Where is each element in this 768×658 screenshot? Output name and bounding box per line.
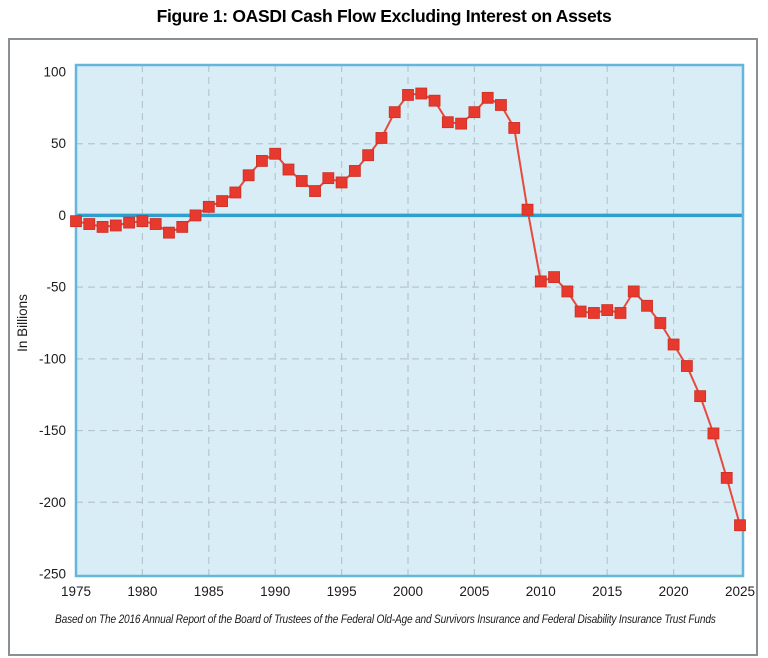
data-point-marker	[388, 106, 401, 119]
oasdi-cash-flow-chart: 100 50 0 -50 -100 -150 -200 -250 1975 1980 1985 199…	[15, 63, 755, 599]
x-tick-label: 2025	[725, 584, 755, 599]
data-point-marker	[136, 215, 149, 228]
data-point-marker	[163, 226, 175, 239]
data-point-marker	[614, 307, 627, 319]
figure-title: Figure 1: OASDI Cash Flow Excluding Inte…	[156, 6, 612, 26]
data-point-marker	[309, 185, 321, 197]
x-tick-label: 1985	[194, 584, 224, 599]
data-point-marker	[149, 218, 162, 230]
x-tick-label: 1980	[127, 584, 157, 599]
data-point-marker	[295, 175, 308, 187]
data-point-marker	[96, 221, 109, 233]
chart-figure-box: 100 50 0 -50 -100 -150 -200 -250 1975 1980 1985 199…	[8, 38, 758, 656]
data-point-marker	[348, 165, 361, 177]
data-point-marker	[109, 219, 122, 232]
data-point-marker	[734, 519, 746, 532]
data-point-marker	[242, 169, 255, 182]
x-tick-label: 2000	[393, 584, 423, 599]
chart-source-caption: Based on The 2016 Annual Report of the B…	[55, 614, 716, 626]
data-point-marker	[189, 209, 202, 222]
data-point-marker	[667, 338, 680, 351]
plot-border	[74, 63, 745, 578]
data-point-marker	[70, 215, 82, 228]
data-point-marker	[694, 390, 707, 403]
x-tick-label: 1990	[260, 584, 290, 599]
data-point-marker	[455, 117, 468, 130]
data-point-marker	[375, 132, 388, 144]
data-point-marker	[428, 94, 441, 107]
y-tick-label: -50	[46, 280, 66, 295]
data-point-marker	[335, 176, 348, 189]
data-point-marker	[176, 221, 189, 233]
y-tick-label: -150	[39, 423, 66, 438]
x-tick-label: 1975	[61, 584, 91, 599]
x-tick-label: 2020	[659, 584, 689, 599]
data-point-marker	[481, 91, 494, 104]
data-point-marker	[202, 200, 215, 213]
data-point-marker	[574, 305, 587, 318]
plot-area	[76, 65, 743, 576]
data-point-marker	[322, 172, 335, 185]
data-point-marker	[229, 186, 242, 199]
data-point-marker	[601, 304, 614, 316]
data-point-marker	[508, 122, 521, 134]
data-point-marker	[415, 87, 428, 100]
data-point-marker	[269, 147, 282, 160]
x-tick-label: 2005	[459, 584, 489, 599]
data-point-marker	[282, 163, 295, 176]
data-point-marker	[548, 271, 560, 284]
data-point-marker	[654, 317, 667, 329]
y-axis-title: In Billions	[15, 294, 30, 352]
data-point-marker	[83, 218, 96, 230]
data-point-marker	[521, 203, 534, 216]
y-tick-label: -250	[39, 567, 66, 582]
y-tick-label: -100	[39, 351, 66, 366]
y-tick-label: 50	[51, 136, 66, 151]
y-tick-label: 0	[58, 208, 66, 223]
y-tick-label: -200	[39, 495, 66, 510]
data-point-marker	[534, 275, 547, 288]
data-point-marker	[680, 360, 693, 372]
data-point-marker	[641, 299, 653, 312]
data-point-marker	[123, 216, 136, 229]
data-point-marker	[495, 99, 507, 111]
x-tick-label: 1995	[327, 584, 357, 599]
data-point-marker	[468, 106, 481, 119]
data-point-marker	[588, 307, 600, 319]
data-point-marker	[561, 285, 574, 298]
data-point-marker	[216, 195, 228, 207]
data-point-marker	[362, 149, 375, 162]
data-point-marker	[441, 116, 454, 129]
data-point-marker	[256, 155, 268, 167]
data-point-marker	[402, 89, 414, 101]
data-point-marker	[720, 472, 733, 484]
y-tick-label: 100	[43, 65, 66, 80]
x-tick-label: 2015	[592, 584, 622, 599]
data-point-marker	[707, 427, 720, 440]
x-tick-label: 2010	[526, 584, 556, 599]
chart-caption-row: Based on The 2016 Annual Report of the B…	[10, 610, 756, 628]
data-point-marker	[627, 285, 640, 298]
